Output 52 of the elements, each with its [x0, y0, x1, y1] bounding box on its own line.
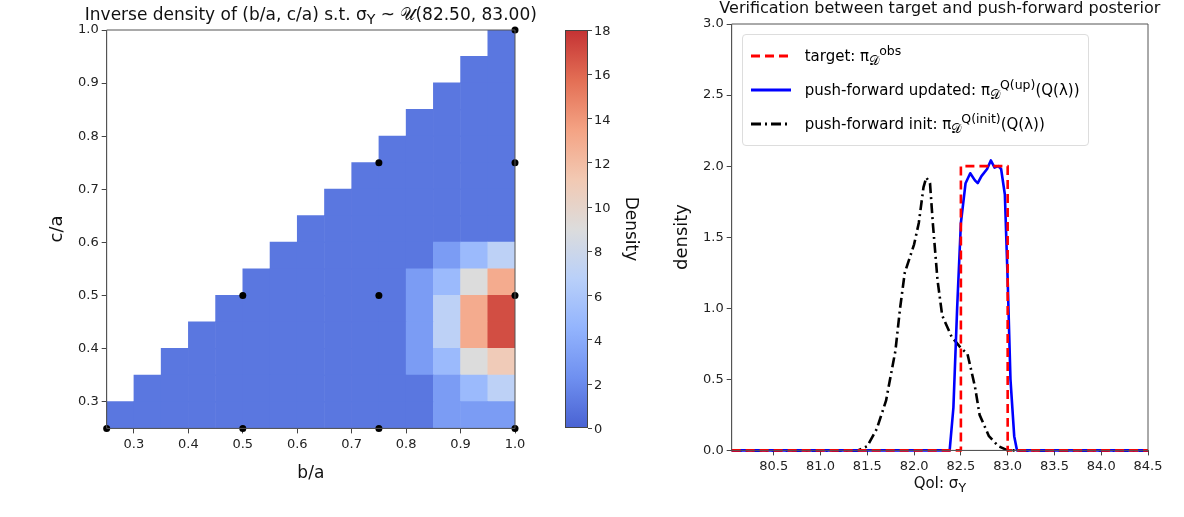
- y-axis-title: density: [669, 204, 691, 271]
- color-bar-label: 18: [594, 22, 611, 38]
- color-bar-label: 10: [594, 199, 611, 215]
- point: [375, 292, 383, 300]
- color-bar-label: 8: [594, 243, 603, 259]
- x-tick-label: 84.5: [1133, 457, 1163, 473]
- x-tick-label: 0.8: [395, 435, 417, 451]
- color-bar-label: 12: [594, 155, 611, 171]
- x-tick-label: 0.3: [123, 435, 145, 451]
- x-tick-label: 83.5: [1039, 457, 1069, 473]
- color-bar-label: 6: [594, 288, 603, 304]
- legend-label: push-forward init: π$_{𝒟}$$^{Q(init)}$(Q(λ)): [804, 111, 1045, 137]
- color-bar-label: 16: [594, 66, 611, 82]
- y-tick-label: 3.0: [702, 15, 724, 31]
- y-tick-label: 0.6: [77, 233, 99, 249]
- x-tick-label: 84.0: [1086, 457, 1116, 473]
- color-bar-label: 0: [594, 420, 603, 436]
- y-tick-label: 0.5: [702, 370, 724, 386]
- point: [239, 292, 247, 300]
- chart-title: Verification between target and push-forward posterior: [719, 0, 1161, 17]
- legend-label: push-forward updated: π$_{𝒟}$$^{Q(up)}$(Q(λ)): [804, 77, 1080, 103]
- x-axis-title: QoI: σ$_{Y}$: [913, 474, 967, 496]
- color-bar-label: 14: [594, 111, 611, 127]
- x-tick-label: 81.0: [806, 457, 836, 473]
- y-tick-label: 2.5: [702, 86, 724, 102]
- x-tick-label: 81.5: [852, 457, 882, 473]
- x-tick-label: 0.6: [286, 435, 308, 451]
- y-tick-label: 0.4: [77, 340, 99, 356]
- x-tick-label: 80.5: [759, 457, 789, 473]
- point: [375, 159, 383, 167]
- x-tick-label: 0.7: [341, 435, 363, 451]
- color-bar-label: 2: [594, 376, 603, 392]
- x-tick-label: 83.0: [993, 457, 1023, 473]
- y-tick-label: 0.7: [77, 180, 99, 196]
- y-tick-label: 0.5: [77, 286, 99, 302]
- y-tick-label: 0.9: [77, 74, 99, 90]
- x-tick-label: 0.5: [232, 435, 254, 451]
- y-tick-label: 2.0: [702, 157, 724, 173]
- y-tick-label: 0.0: [702, 441, 724, 457]
- x-axis-title: b/a: [297, 462, 325, 483]
- y-tick-label: 1.5: [702, 228, 724, 244]
- y-tick-label: 1.0: [702, 299, 724, 315]
- x-tick-label: 0.9: [450, 435, 471, 451]
- color-bar-title: Density: [622, 196, 642, 262]
- x-tick-label: 0.4: [178, 435, 199, 451]
- x-tick-label: 1.0: [504, 435, 526, 451]
- y-tick-label: 0.3: [77, 393, 99, 409]
- y-axis-title: c/a: [44, 215, 66, 243]
- y-tick-label: 0.8: [77, 127, 99, 143]
- color-bar-label: 4: [594, 332, 603, 348]
- x-tick-label: 82.5: [946, 457, 976, 473]
- x-tick-label: 82.0: [899, 457, 929, 473]
